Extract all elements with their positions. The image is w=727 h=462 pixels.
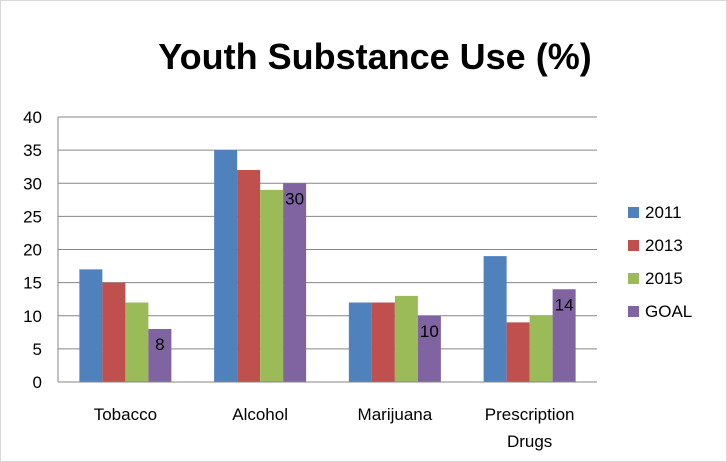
legend-label: 2015 bbox=[645, 269, 683, 288]
y-tick-label: 10 bbox=[23, 307, 42, 326]
bar-2015-3 bbox=[394, 295, 418, 382]
x-category-label: Tobacco bbox=[94, 405, 157, 424]
legend-swatch bbox=[628, 306, 639, 317]
legend-label: 2011 bbox=[645, 203, 682, 222]
x-category-label: Alcohol bbox=[232, 405, 288, 424]
y-tick-label: 25 bbox=[23, 207, 42, 226]
x-category-label: Prescription bbox=[485, 405, 575, 424]
bar-2015-2 bbox=[260, 189, 284, 382]
bar-2011-3 bbox=[348, 302, 372, 382]
x-category-label: Drugs bbox=[507, 432, 552, 451]
y-axis: 0 5 10 15 20 25 30 35 40 bbox=[23, 108, 59, 392]
y-tick-label: 30 bbox=[23, 174, 42, 193]
bar-2011-4 bbox=[483, 256, 507, 382]
legend-swatch bbox=[628, 273, 639, 284]
bar-2013-2 bbox=[237, 170, 261, 382]
bars bbox=[79, 150, 576, 382]
data-label: 8 bbox=[155, 335, 164, 354]
legend-swatch bbox=[628, 207, 639, 218]
legend-label: GOAL bbox=[645, 302, 692, 321]
chart-title: Youth Substance Use (%) bbox=[158, 36, 591, 77]
legend: 2011 2013 2015 GOAL bbox=[628, 203, 692, 321]
x-category-label: Marijuana bbox=[358, 405, 433, 424]
bar-2013-4 bbox=[506, 322, 530, 382]
data-labels: 8 30 10 14 bbox=[155, 189, 573, 354]
bar-2011-1 bbox=[79, 269, 103, 382]
y-tick-label: 20 bbox=[23, 241, 42, 260]
bar-2015-1 bbox=[125, 302, 149, 382]
x-axis: Tobacco Alcohol Marijuana Prescription Drugs bbox=[58, 381, 597, 451]
y-tick-label: 15 bbox=[23, 274, 42, 293]
data-label: 30 bbox=[285, 189, 304, 208]
bar-2013-3 bbox=[371, 302, 395, 382]
bar-goal-1 bbox=[148, 329, 172, 382]
bar-goal-2 bbox=[283, 183, 307, 382]
data-label: 14 bbox=[555, 295, 574, 314]
y-tick-label: 5 bbox=[33, 340, 42, 359]
bar-goal-4 bbox=[552, 289, 576, 382]
legend-label: 2013 bbox=[645, 236, 683, 255]
y-tick-label: 35 bbox=[23, 141, 42, 160]
y-tick-label: 0 bbox=[33, 373, 42, 392]
bar-2013-1 bbox=[102, 282, 126, 382]
legend-swatch bbox=[628, 240, 639, 251]
y-tick-label: 40 bbox=[23, 108, 42, 127]
bar-2015-4 bbox=[529, 315, 553, 382]
bar-2011-2 bbox=[214, 150, 238, 382]
bar-goal-3 bbox=[417, 315, 441, 382]
data-label: 10 bbox=[420, 322, 439, 341]
